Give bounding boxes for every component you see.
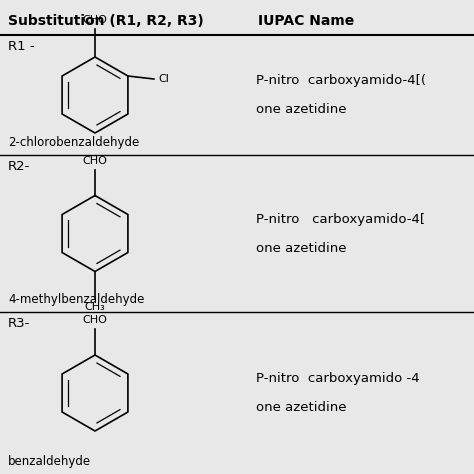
Text: IUPAC Name: IUPAC Name bbox=[258, 14, 354, 28]
Text: R3-: R3- bbox=[8, 317, 30, 330]
Text: benzaldehyde: benzaldehyde bbox=[8, 455, 91, 468]
Text: P-nitro  carboxyamido-4[(: P-nitro carboxyamido-4[( bbox=[256, 74, 426, 87]
Text: 2-chlorobenzaldehyde: 2-chlorobenzaldehyde bbox=[8, 136, 139, 149]
Text: R1 -: R1 - bbox=[8, 40, 35, 53]
Text: CHO: CHO bbox=[82, 155, 108, 165]
Text: 4-methylbenzaldehyde: 4-methylbenzaldehyde bbox=[8, 293, 145, 306]
Text: one azetidine: one azetidine bbox=[256, 241, 346, 255]
Text: P-nitro  carboxyamido -4: P-nitro carboxyamido -4 bbox=[256, 372, 419, 385]
Text: P-nitro   carboxyamido-4[: P-nitro carboxyamido-4[ bbox=[256, 212, 425, 226]
Text: Cl: Cl bbox=[158, 74, 169, 84]
Text: CHO: CHO bbox=[82, 15, 108, 25]
Text: R2-: R2- bbox=[8, 160, 30, 173]
Text: Substitution (R1, R2, R3): Substitution (R1, R2, R3) bbox=[8, 14, 204, 28]
Text: one azetidine: one azetidine bbox=[256, 401, 346, 414]
Text: CHO: CHO bbox=[82, 315, 108, 325]
Text: CH₃: CH₃ bbox=[85, 301, 105, 311]
Text: one azetidine: one azetidine bbox=[256, 103, 346, 116]
